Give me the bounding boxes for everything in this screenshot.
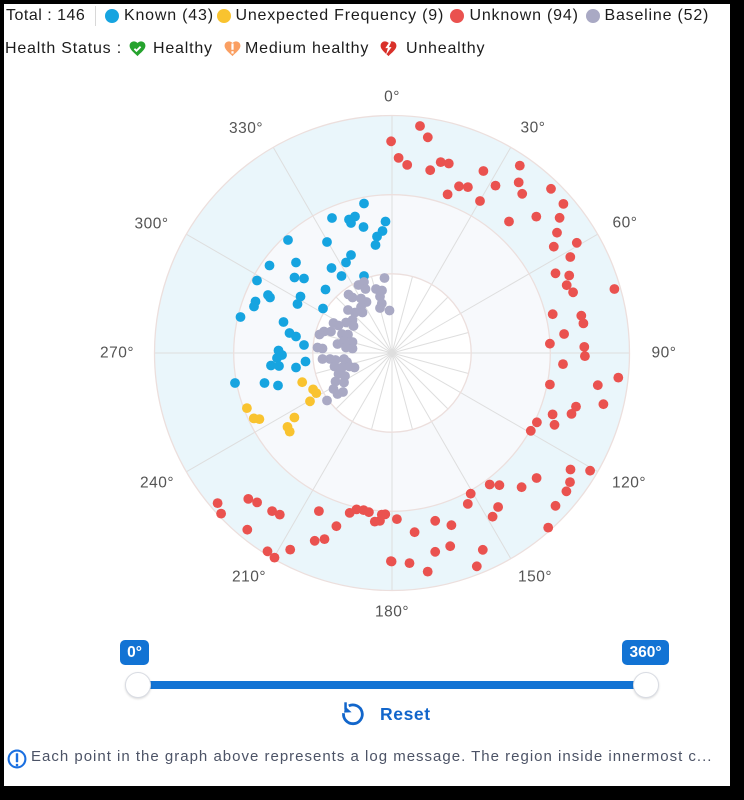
svg-text:270°: 270° — [100, 345, 134, 362]
svg-text:30°: 30° — [521, 120, 546, 137]
svg-text:330°: 330° — [229, 120, 263, 137]
svg-text:300°: 300° — [134, 216, 168, 233]
svg-text:150°: 150° — [518, 569, 552, 586]
svg-text:210°: 210° — [232, 569, 266, 586]
svg-text:0°: 0° — [384, 89, 400, 106]
svg-text:240°: 240° — [140, 475, 174, 492]
svg-text:60°: 60° — [613, 215, 638, 232]
svg-text:180°: 180° — [375, 604, 409, 621]
svg-text:90°: 90° — [652, 345, 677, 362]
svg-text:120°: 120° — [612, 475, 646, 492]
